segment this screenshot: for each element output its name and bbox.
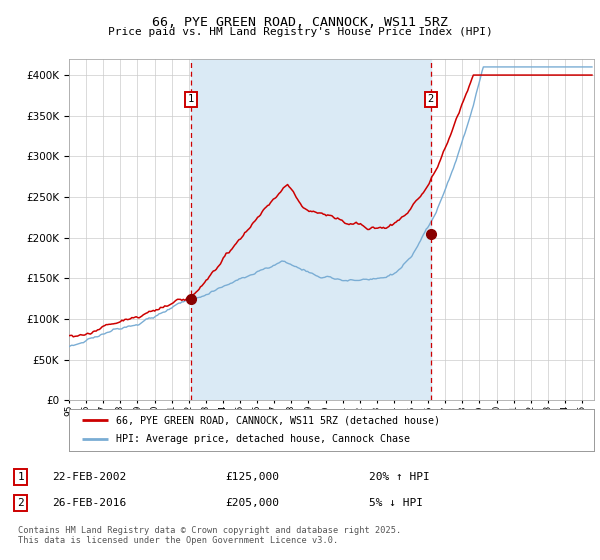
Text: 22-FEB-2002: 22-FEB-2002	[52, 472, 127, 482]
Text: 1: 1	[17, 472, 24, 482]
Text: 2: 2	[428, 95, 434, 105]
Text: 20% ↑ HPI: 20% ↑ HPI	[369, 472, 430, 482]
Text: 2: 2	[17, 498, 24, 508]
Text: £205,000: £205,000	[225, 498, 279, 508]
Text: 26-FEB-2016: 26-FEB-2016	[52, 498, 127, 508]
Text: 5% ↓ HPI: 5% ↓ HPI	[369, 498, 423, 508]
Text: 1: 1	[188, 95, 194, 105]
Text: 66, PYE GREEN ROAD, CANNOCK, WS11 5RZ (detached house): 66, PYE GREEN ROAD, CANNOCK, WS11 5RZ (d…	[116, 415, 440, 425]
Text: 66, PYE GREEN ROAD, CANNOCK, WS11 5RZ: 66, PYE GREEN ROAD, CANNOCK, WS11 5RZ	[152, 16, 448, 29]
Text: Price paid vs. HM Land Registry's House Price Index (HPI): Price paid vs. HM Land Registry's House …	[107, 27, 493, 38]
Text: HPI: Average price, detached house, Cannock Chase: HPI: Average price, detached house, Cann…	[116, 435, 410, 445]
Text: Contains HM Land Registry data © Crown copyright and database right 2025.
This d: Contains HM Land Registry data © Crown c…	[18, 526, 401, 545]
Bar	[191, 59, 431, 400]
Text: £125,000: £125,000	[225, 472, 279, 482]
